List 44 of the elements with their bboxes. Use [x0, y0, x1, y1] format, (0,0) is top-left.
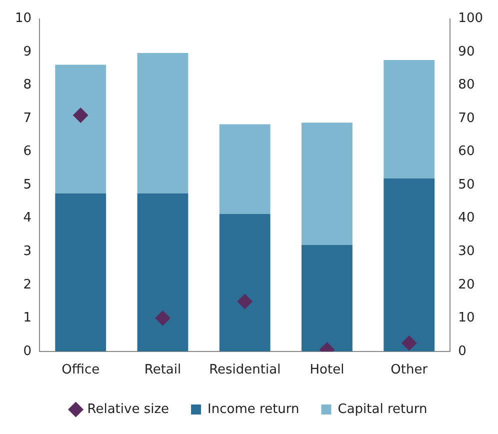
- bar: [55, 193, 106, 352]
- y-tick-label: 1: [23, 310, 32, 326]
- y2-tick-label: 50: [458, 177, 475, 192]
- bar: [137, 193, 188, 352]
- y2-tick-label: 70: [458, 110, 475, 126]
- y-tick-label: 6: [23, 144, 32, 160]
- bar: [302, 122, 352, 245]
- point: [402, 336, 417, 351]
- y2-tick-label: 90: [458, 44, 475, 60]
- point: [237, 294, 252, 310]
- y2-tick-label: 100: [458, 11, 484, 26]
- x-tick-label: Residential: [209, 362, 281, 378]
- y2-tick-label: 10: [458, 310, 475, 326]
- y2-tick-label: 20: [458, 277, 475, 292]
- y-tick-label: 4: [23, 210, 32, 226]
- y-tick-label: 5: [23, 177, 32, 192]
- bar: [219, 214, 270, 352]
- y-tick-label: 2: [23, 277, 32, 292]
- y-tick-label: 10: [14, 11, 32, 26]
- point: [73, 108, 88, 123]
- x-tick-label: Other: [390, 362, 428, 378]
- bar: [219, 124, 270, 214]
- legend-label: Capital return: [338, 402, 428, 417]
- bar: [384, 60, 435, 178]
- legend-label: Income return: [208, 402, 300, 417]
- y2-tick-label: 80: [458, 78, 475, 93]
- x-tick-label: Retail: [144, 362, 182, 378]
- y-tick-label: 0: [23, 344, 32, 359]
- y2-tick-label: 40: [458, 210, 475, 226]
- bar: [55, 64, 106, 194]
- y2-tick-label: 30: [458, 244, 475, 259]
- y-tick-label: 9: [23, 44, 32, 60]
- x-tick-label: Hotel: [310, 362, 344, 378]
- point: [155, 310, 170, 326]
- bar: [137, 53, 188, 194]
- legend-label: Relative size: [87, 402, 170, 417]
- bar: [302, 244, 352, 352]
- bar: [384, 178, 435, 352]
- y2-tick-label: 0: [458, 344, 466, 359]
- y2-tick-label: 60: [458, 144, 475, 160]
- y-tick-label: 7: [23, 110, 32, 126]
- y-tick-label: 3: [23, 244, 32, 259]
- y-tick-label: 8: [23, 78, 32, 93]
- x-tick-label: Office: [62, 362, 100, 378]
